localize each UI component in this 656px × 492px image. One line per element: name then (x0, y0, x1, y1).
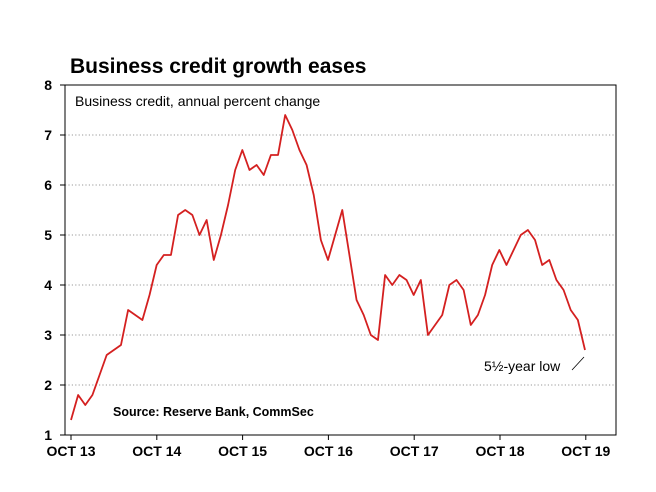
x-tick-label: OCT 15 (218, 443, 267, 459)
x-tick-label: OCT 18 (475, 443, 524, 459)
y-tick-label: 5 (44, 227, 52, 243)
annotation-label: 5½-year low (484, 358, 561, 374)
annotation-leader (571, 356, 585, 371)
x-tick-label: OCT 16 (304, 443, 353, 459)
series-group (70, 114, 586, 421)
y-tick-label: 4 (44, 277, 52, 293)
plot-area (64, 84, 617, 436)
source-note: Source: Reserve Bank, CommSec (113, 405, 314, 419)
gridlines (65, 134, 616, 386)
y-tick-label: 2 (44, 377, 52, 393)
y-tick-label: 6 (44, 177, 52, 193)
chart-title: Business credit growth eases (70, 55, 366, 78)
y-tick-label: 8 (44, 77, 52, 93)
x-axis: OCT 13 OCT 14 OCT 15 OCT 16 OCT 17 OCT 18 OCT … (46, 435, 611, 459)
y-tick-label: 3 (44, 327, 52, 343)
x-tick-label: OCT 19 (561, 443, 610, 459)
series-line-0 (70, 114, 586, 421)
x-tick-label: OCT 13 (46, 443, 95, 459)
y-axis: 1 2 3 4 5 6 7 8 (44, 77, 65, 443)
x-tick-label: OCT 14 (132, 443, 181, 459)
x-tick-label: OCT 17 (390, 443, 439, 459)
chart-subtitle: Business credit, annual percent change (75, 93, 320, 109)
y-tick-label: 7 (44, 127, 52, 143)
y-tick-label: 1 (44, 427, 52, 443)
